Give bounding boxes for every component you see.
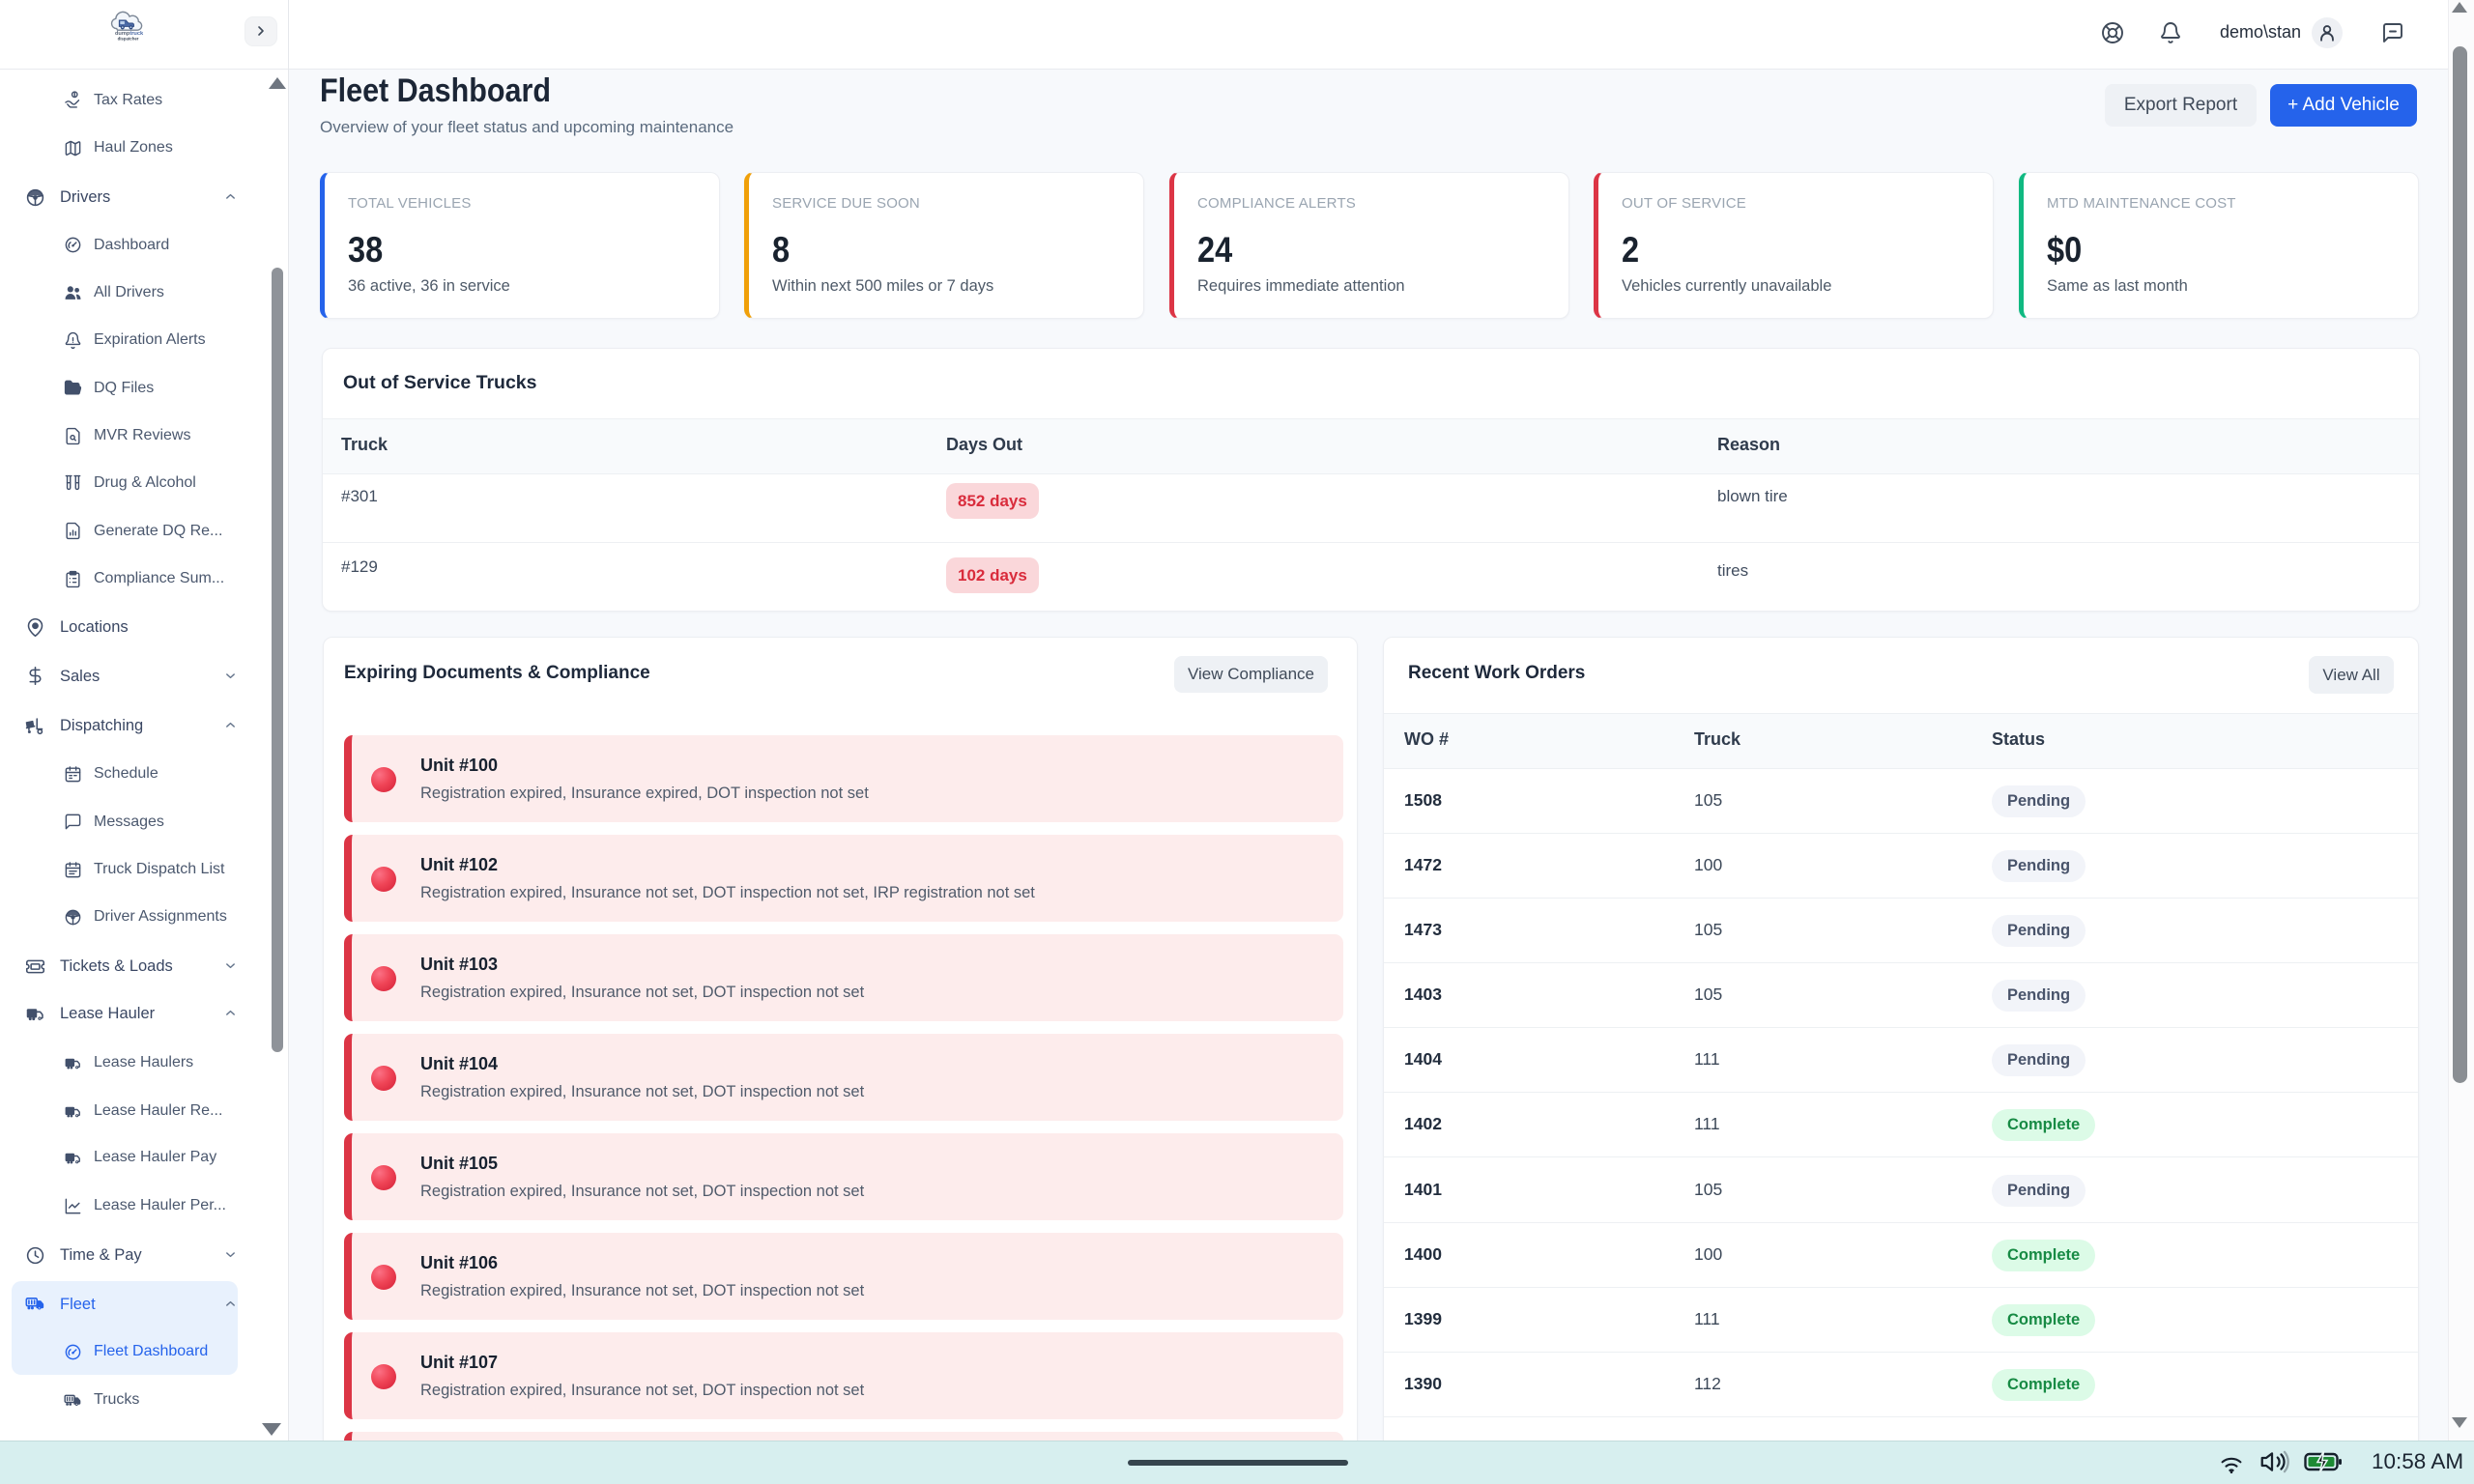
svg-text:dumptruck: dumptruck (115, 31, 144, 37)
svg-text:dispatcher: dispatcher (118, 36, 139, 41)
